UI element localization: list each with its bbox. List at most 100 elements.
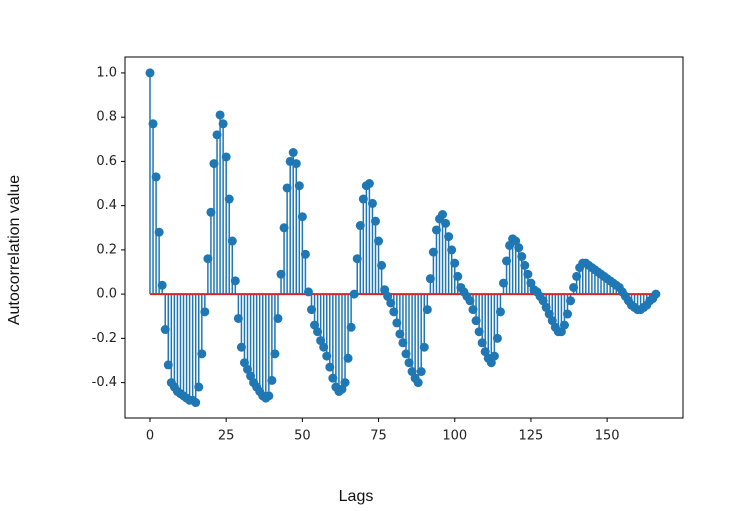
y-tick-label: 0.4 [96,198,117,213]
marker [325,362,335,372]
marker [200,307,210,317]
marker [212,130,222,140]
marker [297,212,307,222]
marker [566,296,576,306]
marker [319,342,329,352]
marker [371,216,381,226]
marker [450,258,460,268]
plot-frame [124,56,684,419]
marker [328,373,338,383]
marker [148,119,158,129]
marker [343,353,353,363]
marker [499,278,509,288]
marker [206,207,216,217]
y-tick-label: 0.0 [96,287,117,302]
marker [367,198,377,208]
marker [300,249,310,259]
marker [523,269,533,279]
marker [209,159,219,169]
marker [444,232,454,242]
marker [453,271,463,281]
x-tick-label: 25 [218,429,235,444]
marker [197,349,207,359]
y-axis-label: Autocorrelation value [6,175,23,325]
marker [230,276,240,286]
marker [145,68,155,78]
marker [465,296,475,306]
marker [358,194,368,204]
marker [495,307,505,317]
marker [389,307,399,317]
marker [294,181,304,191]
x-tick-label: 0 [146,429,154,444]
marker [502,256,512,266]
marker [352,254,362,264]
marker [221,152,231,162]
marker [154,227,164,237]
marker [349,289,359,299]
marker [307,305,317,315]
marker [282,183,292,193]
marker [267,375,277,385]
marker [273,313,283,323]
marker [276,269,286,279]
marker [416,367,426,377]
marker [477,338,487,348]
x-tick-label: 100 [442,429,467,444]
marker [471,316,481,326]
marker [492,333,502,343]
x-tick-label: 150 [595,429,620,444]
marker [431,225,441,235]
marker [572,271,582,281]
marker [514,243,524,253]
marker [227,236,237,246]
x-axis-label: Lags [339,488,374,505]
marker [270,349,280,359]
marker [303,287,313,297]
marker [404,358,414,368]
marker [474,327,484,337]
marker [386,298,396,308]
marker [520,260,530,270]
marker [233,313,243,323]
marker [419,342,429,352]
marker [562,309,572,319]
marker [395,329,405,339]
marker [291,159,301,169]
marker [215,110,225,120]
y-tick-label: -0.2 [92,331,117,346]
marker [517,252,527,262]
marker [374,236,384,246]
marker [264,391,274,401]
marker [489,351,499,361]
marker [346,322,356,332]
marker [392,318,402,328]
marker [377,260,387,270]
marker [224,194,234,204]
marker [401,349,411,359]
marker [559,320,569,330]
marker [425,274,435,284]
marker [160,325,170,335]
marker [151,172,161,182]
marker [157,280,167,290]
marker [218,119,228,129]
marker [398,338,408,348]
x-tick-label: 50 [294,429,311,444]
y-tick-label: 0.6 [96,154,117,169]
marker [279,223,289,233]
marker [364,179,374,189]
x-tick-label: 75 [370,429,387,444]
marker [438,209,448,219]
marker [413,378,423,388]
marker [313,327,323,337]
marker [288,148,298,158]
marker [422,305,432,315]
marker [428,247,438,257]
marker [163,360,173,370]
marker [468,305,478,315]
marker [322,351,332,361]
marker [236,342,246,352]
marker [203,254,213,264]
